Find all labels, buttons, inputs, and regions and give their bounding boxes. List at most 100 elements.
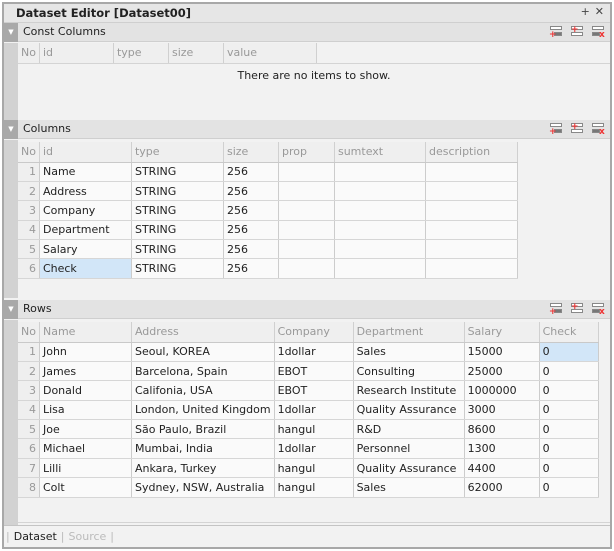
table-cell[interactable]: Califonia, USA (131, 380, 275, 401)
table-row[interactable]: 4 Lisa London, United Kingdom 1dollar Qualit… (18, 400, 599, 421)
table-cell[interactable]: 1000000 (464, 380, 540, 401)
table-cell[interactable]: James (39, 361, 132, 382)
table-cell[interactable]: STRING (131, 181, 224, 202)
table-cell[interactable]: Ankara, Turkey (131, 458, 275, 479)
column-header[interactable]: type (131, 142, 224, 163)
table-cell[interactable] (278, 181, 335, 202)
table-cell[interactable] (278, 162, 335, 182)
table-cell[interactable] (278, 239, 335, 260)
table-cell[interactable]: 0 (539, 438, 599, 459)
table-cell[interactable]: 62000 (464, 477, 540, 498)
table-cell[interactable]: 25000 (464, 361, 540, 382)
table-cell[interactable]: 0 (539, 361, 599, 382)
table-cell[interactable]: 256 (223, 220, 279, 241)
collapse-triangle-icon[interactable]: ▼ (4, 120, 18, 139)
table-cell[interactable] (425, 162, 518, 182)
delete-row-icon[interactable]: x (591, 123, 605, 137)
table-cell[interactable]: STRING (131, 200, 224, 221)
delete-row-icon[interactable]: x (591, 303, 605, 317)
column-header[interactable]: Company (274, 322, 354, 343)
column-header[interactable]: value (223, 43, 317, 64)
column-header[interactable]: Address (131, 322, 275, 343)
table-cell[interactable]: 256 (223, 181, 279, 202)
table-cell[interactable] (425, 181, 518, 202)
table-row[interactable]: 3 Donald Califonia, USA EBOT Research Instit… (18, 380, 599, 401)
table-cell[interactable]: 0 (539, 400, 599, 421)
table-cell[interactable] (278, 220, 335, 241)
table-cell[interactable]: STRING (131, 220, 224, 241)
table-cell[interactable]: hangul (274, 477, 354, 498)
table-row[interactable]: 3 Company STRING 256 (18, 200, 518, 221)
table-row[interactable]: 2 James Barcelona, Spain EBOT Consulting 2500… (18, 361, 599, 382)
table-cell[interactable] (278, 258, 335, 279)
table-cell[interactable]: 1300 (464, 438, 540, 459)
insert-row-icon[interactable]: + (570, 123, 584, 136)
table-cell[interactable]: 15000 (464, 342, 540, 362)
column-header[interactable]: type (113, 43, 169, 64)
table-cell[interactable]: 256 (223, 162, 279, 182)
add-row-icon[interactable]: + (549, 123, 563, 137)
table-cell[interactable]: Colt (39, 477, 132, 498)
table-cell[interactable] (334, 220, 426, 241)
collapse-triangle-icon[interactable]: ▼ (4, 300, 18, 319)
column-header[interactable]: sumtext (334, 142, 426, 163)
table-cell[interactable]: 0 (539, 477, 599, 498)
table-cell[interactable]: 0 (539, 380, 599, 401)
tab-source[interactable]: Source (68, 530, 107, 543)
column-header[interactable]: No (18, 322, 40, 343)
table-cell[interactable]: Name (39, 162, 132, 182)
table-cell[interactable]: Lisa (39, 400, 132, 421)
table-cell[interactable] (334, 258, 426, 279)
column-header[interactable]: Salary (464, 322, 540, 343)
table-cell[interactable]: Seoul, KOREA (131, 342, 275, 362)
column-header[interactable]: id (39, 142, 132, 163)
add-row-icon[interactable]: + (549, 303, 563, 317)
table-cell[interactable] (334, 200, 426, 221)
table-cell[interactable]: EBOT (274, 361, 354, 382)
table-row[interactable]: 1 John Seoul, KOREA 1dollar Sales 15000 0 (18, 342, 599, 362)
column-header[interactable]: size (168, 43, 224, 64)
table-cell[interactable] (425, 258, 518, 279)
table-row[interactable]: 8 Colt Sydney, NSW, Australia hangul Sales 62… (18, 477, 599, 498)
table-row[interactable]: 5 Joe São Paulo, Brazil hangul R&D 8600 0 (18, 419, 599, 440)
table-cell[interactable]: STRING (131, 239, 224, 260)
table-cell[interactable]: Sales (353, 477, 465, 498)
table-cell[interactable]: EBOT (274, 380, 354, 401)
table-row[interactable]: 2 Address STRING 256 (18, 181, 518, 202)
column-header[interactable]: Department (353, 322, 465, 343)
table-row[interactable]: 6 Check STRING 256 (18, 258, 518, 279)
table-row[interactable]: 5 Salary STRING 256 (18, 239, 518, 260)
table-cell[interactable] (278, 200, 335, 221)
tab-dataset[interactable]: Dataset (13, 530, 57, 543)
table-cell[interactable]: 256 (223, 258, 279, 279)
table-cell[interactable]: hangul (274, 419, 354, 440)
table-cell[interactable]: John (39, 342, 132, 362)
table-row[interactable]: 6 Michael Mumbai, India 1dollar Personnel 130… (18, 438, 599, 459)
table-cell[interactable]: Personnel (353, 438, 465, 459)
table-cell[interactable]: Quality Assurance (353, 458, 465, 479)
table-cell[interactable]: Salary (39, 239, 132, 260)
column-header[interactable]: id (39, 43, 114, 64)
table-cell[interactable]: Donald (39, 380, 132, 401)
table-cell[interactable] (334, 181, 426, 202)
table-cell[interactable]: Company (39, 200, 132, 221)
collapse-triangle-icon[interactable]: ▼ (4, 23, 18, 42)
column-header[interactable]: description (425, 142, 518, 163)
insert-row-icon[interactable]: + (570, 303, 584, 316)
table-cell[interactable]: Barcelona, Spain (131, 361, 275, 382)
table-cell[interactable]: London, United Kingdom (131, 400, 275, 421)
column-header[interactable]: No (18, 142, 40, 163)
table-cell[interactable]: R&D (353, 419, 465, 440)
table-row[interactable]: 7 Lilli Ankara, Turkey hangul Quality Assura… (18, 458, 599, 479)
delete-row-icon[interactable]: x (591, 26, 605, 40)
insert-row-icon[interactable]: + (570, 26, 584, 39)
table-cell[interactable]: 1dollar (274, 400, 354, 421)
table-cell[interactable]: STRING (131, 258, 224, 279)
pin-icon[interactable]: + (580, 5, 590, 18)
table-row[interactable]: 1 Name STRING 256 (18, 162, 518, 182)
column-header[interactable]: Name (39, 322, 132, 343)
close-icon[interactable]: ✕ (594, 5, 604, 18)
table-cell[interactable]: Department (39, 220, 132, 241)
table-row[interactable]: 4 Department STRING 256 (18, 220, 518, 241)
table-cell[interactable]: 256 (223, 239, 279, 260)
